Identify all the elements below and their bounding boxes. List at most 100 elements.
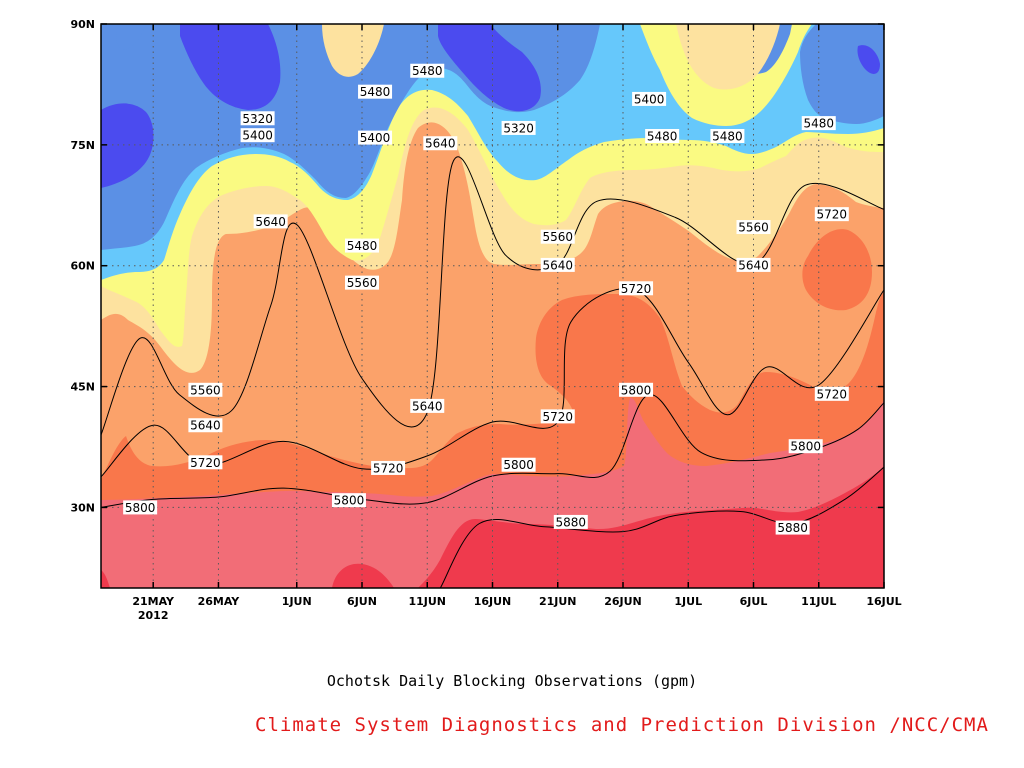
contour-label-box <box>410 398 445 413</box>
contour-label: 5560 <box>738 221 769 235</box>
contour-label: 5320 <box>503 121 534 135</box>
contour-label-box <box>410 63 445 78</box>
y-tick-label: 45N <box>70 381 95 394</box>
x-tick-label: 21JUN <box>539 595 577 608</box>
contour-label: 5800 <box>125 501 156 515</box>
x-tick-label: 6JUL <box>740 595 768 608</box>
contour-label: 5480 <box>347 239 378 253</box>
x-tick-sublabel: 2012 <box>138 609 169 622</box>
contour-label: 5640 <box>255 215 286 229</box>
field-core-high-right <box>802 229 872 311</box>
contour-label: 5640 <box>542 258 573 272</box>
contour-label-box <box>788 439 823 454</box>
y-tick-label: 30N <box>70 501 95 514</box>
contour-label: 5560 <box>542 230 573 244</box>
x-tick-label: 16JUL <box>866 595 901 608</box>
contour-label: 5720 <box>190 456 221 470</box>
contour-label: 5400 <box>360 131 391 145</box>
contour-label: 5800 <box>790 440 821 454</box>
contour-label: 5480 <box>803 117 834 131</box>
tick-marks <box>101 23 885 588</box>
contour-label-box <box>240 128 275 143</box>
contour-label: 5400 <box>634 92 665 106</box>
contour-label: 5480 <box>360 85 391 99</box>
contour-label: 5880 <box>777 521 808 535</box>
contour-label-box <box>801 116 836 131</box>
contour-label-box <box>736 257 771 272</box>
contour-label: 5480 <box>712 129 743 143</box>
contour-line-5640 <box>101 156 884 436</box>
contour-label-box <box>331 493 366 508</box>
contour-label-box <box>540 409 575 424</box>
contour-label-box <box>240 111 275 126</box>
contour-label: 5320 <box>242 112 273 126</box>
contour-label-box <box>358 130 393 145</box>
field-core-upper-left <box>180 24 281 110</box>
contour-label: 5720 <box>373 461 404 475</box>
x-tick-label: 16JUN <box>474 595 512 608</box>
contour-label-box <box>345 238 379 253</box>
contour-label: 5640 <box>412 399 443 413</box>
contour-label-box <box>188 382 223 397</box>
y-tick-label: 90N <box>70 18 95 31</box>
contour-label: 5560 <box>347 276 378 290</box>
contour-label: 5560 <box>190 383 221 397</box>
contour-label: 5880 <box>556 515 587 529</box>
contour-label-box <box>619 281 654 296</box>
x-tick-label: 6JUN <box>347 595 377 608</box>
x-tick-label: 11JUL <box>801 595 836 608</box>
y-tick-label: 75N <box>70 139 95 152</box>
x-tick-label: 1JUN <box>282 595 312 608</box>
contour-label-box <box>501 457 536 472</box>
contour-line-5800 <box>101 394 884 508</box>
field-core-top-left <box>116 24 146 50</box>
contour-label: 5640 <box>425 137 456 151</box>
contour-label-box <box>540 257 575 272</box>
contour-label-box <box>619 382 654 397</box>
contour-label: 5720 <box>817 208 848 222</box>
contour-label-box <box>123 500 158 515</box>
contour-label: 5800 <box>621 383 652 397</box>
contour-label-box <box>188 455 223 470</box>
contour-label-box <box>501 120 536 135</box>
contour-label-box <box>814 207 849 222</box>
contour-label-box <box>553 514 588 529</box>
contour-label-box <box>632 91 667 106</box>
contour-label-box <box>736 220 771 235</box>
contour-labels: 5320 5400 5480 5400 5480 5640 5320 5400 5480 5480… <box>123 63 849 535</box>
contour-label: 5640 <box>738 258 769 272</box>
field-core-left <box>101 103 154 188</box>
contour-label-box <box>371 460 406 475</box>
field-core-right <box>857 45 880 74</box>
contour-line-5880 <box>439 466 884 588</box>
field-core-upper-mid <box>438 24 541 112</box>
contour-label: 5480 <box>647 129 678 143</box>
contour-label-box <box>358 84 393 99</box>
contour-label-box <box>814 386 849 401</box>
contour-label: 5480 <box>412 64 443 78</box>
contour-label: 5800 <box>334 494 365 508</box>
contour-label-box <box>540 229 575 244</box>
plot-area <box>101 24 884 588</box>
field-core-bottom-left <box>101 570 110 588</box>
field-core-bottom-mid <box>332 563 394 588</box>
contour-label: 5400 <box>242 129 273 143</box>
credit-line: Climate System Diagnostics and Predictio… <box>255 714 989 736</box>
contour-label-box <box>710 128 745 143</box>
x-tick-label: 26JUN <box>604 595 642 608</box>
contour-label: 5640 <box>190 419 221 433</box>
contour-label-box <box>253 214 288 229</box>
contour-label: 5720 <box>542 410 573 424</box>
field-core-peak-right <box>676 24 780 90</box>
chart-title: Ochotsk Daily Blocking Observations (gpm… <box>326 672 698 690</box>
contour-label-box <box>345 275 379 290</box>
field-core-peak-left <box>322 24 384 77</box>
contour-label-box <box>775 520 810 535</box>
contour-label: 5720 <box>621 282 652 296</box>
x-tick-label: 26MAY <box>198 595 241 608</box>
y-tick-label: 60N <box>70 260 95 273</box>
x-tick-label: 11JUN <box>408 595 446 608</box>
contour-label-box <box>645 128 680 143</box>
